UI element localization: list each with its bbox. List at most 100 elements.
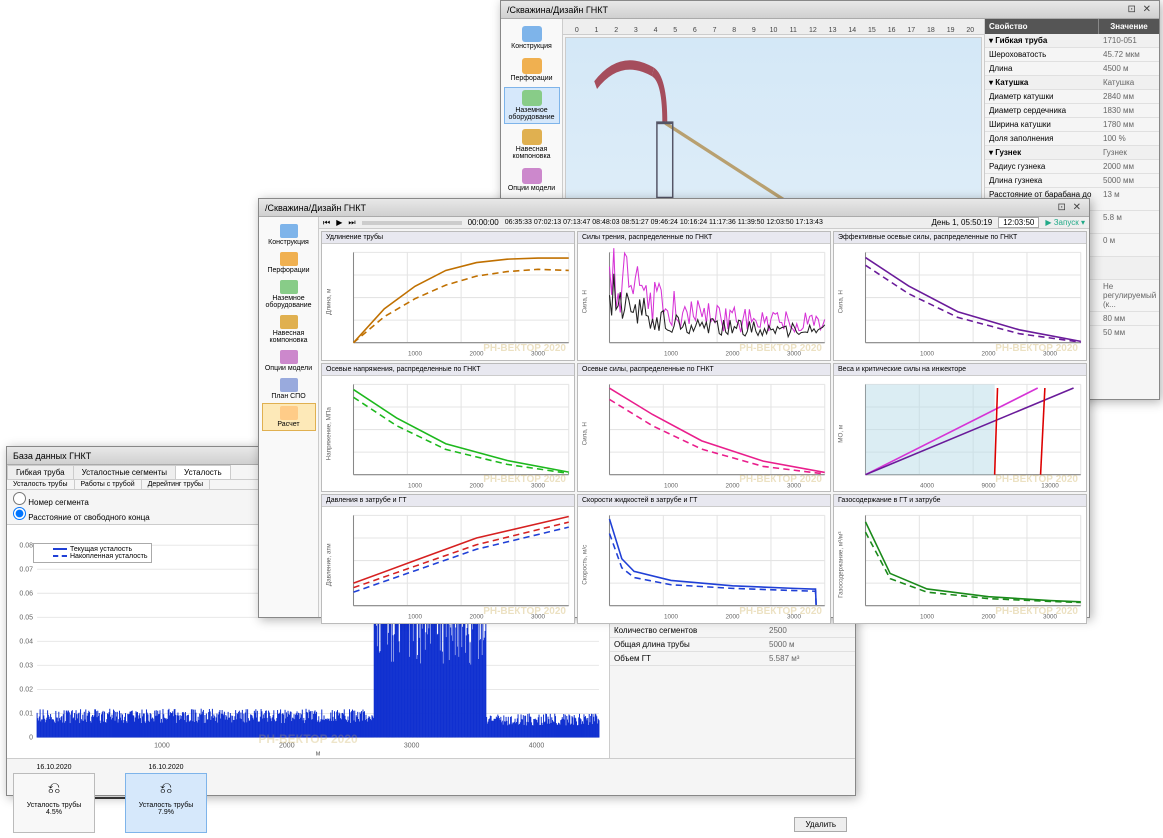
tab[interactable]: Усталость (175, 465, 231, 479)
chart-panel: Осевые напряжения, распределенные по ГНК… (321, 363, 575, 493)
svg-text:1000: 1000 (920, 350, 935, 357)
svg-text:3000: 3000 (531, 350, 546, 357)
sidebar-item[interactable]: Наземное оборудование (504, 87, 560, 124)
property-key: Объем ГТ (610, 652, 765, 665)
sidebar-icon (522, 26, 542, 42)
sidebar-item[interactable]: Перфорации (262, 249, 316, 277)
chart-title: Силы трения, распределенные по ГНКТ (578, 232, 830, 244)
property-key: Длина (985, 62, 1099, 75)
property-value: 80 мм (1099, 312, 1159, 325)
sidebar-label: Опции модели (263, 365, 315, 372)
property-key: Ширина катушки (985, 118, 1099, 131)
property-key: Доля заполнения (985, 132, 1099, 145)
titlebar[interactable]: /Скважина/Дизайн ГНКТ ⊡ ✕ (259, 199, 1089, 217)
chart-title: Скорости жидкостей в затрубе и ГТ (578, 495, 830, 507)
chart-svg: 100020003000Скорость, м/с (578, 507, 830, 623)
window-controls[interactable]: ⊡ ✕ (1127, 4, 1153, 15)
sub-tab[interactable]: Усталость трубы (7, 480, 75, 489)
sub-tab[interactable]: Дерейтинг трубы (142, 480, 210, 489)
time-slider[interactable] (362, 221, 462, 225)
svg-text:Давление, атм: Давление, атм (325, 543, 332, 586)
property-row[interactable]: Доля заполнения100 % (985, 132, 1159, 146)
sidebar-label: Опции модели (505, 185, 559, 192)
svg-text:1000: 1000 (408, 350, 423, 357)
property-row[interactable]: ▾ КатушкаКатушка (985, 76, 1159, 90)
property-key: Диаметр сердечника (985, 104, 1099, 117)
property-row[interactable]: Диаметр катушки2840 мм (985, 90, 1159, 104)
sidebar-icon (522, 168, 542, 184)
sidebar-label: Расчет (263, 421, 315, 428)
sidebar-item[interactable]: Перфорации (504, 55, 560, 85)
window-controls[interactable]: ⊡ ✕ (1057, 202, 1083, 213)
card-value: 7.9% (128, 809, 204, 816)
sidebar-icon (280, 315, 298, 329)
property-value: 45.72 мкм (1099, 48, 1159, 61)
svg-text:3000: 3000 (531, 613, 546, 620)
fatigue-card[interactable]: ⎌Усталость трубы7.9% (125, 773, 207, 833)
delete-button[interactable]: Удалить (794, 817, 847, 832)
sidebar-item[interactable]: Навесная компоновка (262, 312, 316, 347)
svg-text:1000: 1000 (664, 350, 679, 357)
chart-svg: 100020003000Сила, Н (834, 244, 1086, 360)
svg-text:0.07: 0.07 (19, 566, 33, 573)
property-row[interactable]: ▾ ГузнекГузнек (985, 146, 1159, 160)
svg-text:3000: 3000 (531, 482, 546, 489)
svg-text:МО, м: МО, м (837, 424, 844, 442)
window-calculation: /Скважина/Дизайн ГНКТ ⊡ ✕ КонструкцияПер… (258, 198, 1090, 618)
sidebar-item[interactable]: Опции модели (504, 165, 560, 195)
forward-icon[interactable]: ⏭ (348, 218, 355, 228)
property-row[interactable]: ▾ Гибкая труба1710-051 (985, 34, 1159, 48)
time-input[interactable]: 12:03:50 (998, 217, 1039, 228)
property-row[interactable]: Количество сегментов2500 (610, 624, 855, 638)
property-value: 2500 (765, 624, 855, 637)
rewind-icon[interactable]: ⏮ (323, 218, 330, 228)
sidebar-label: План СПО (263, 393, 315, 400)
play-icon[interactable]: ▶ (336, 218, 342, 227)
property-value: 1830 мм (1099, 104, 1159, 117)
property-row[interactable]: Длина4500 м (985, 62, 1159, 76)
property-row[interactable]: Объем ГТ5.587 м³ (610, 652, 855, 666)
property-row[interactable]: Диаметр сердечника1830 мм (985, 104, 1159, 118)
sidebar-label: Перфорации (505, 75, 559, 82)
tab[interactable]: Усталостные сегменты (73, 465, 176, 479)
property-value (1099, 257, 1159, 279)
property-row[interactable]: Ширина катушки1780 мм (985, 118, 1159, 132)
svg-text:2000: 2000 (469, 613, 484, 620)
svg-text:0.04: 0.04 (19, 638, 33, 645)
property-row[interactable]: Радиус гузнека2000 мм (985, 160, 1159, 174)
property-key: Шероховатость (985, 48, 1099, 61)
property-row[interactable]: Общая длина трубы5000 м (610, 638, 855, 652)
sub-tab[interactable]: Работы с трубой (75, 480, 142, 489)
property-value: 50 мм (1099, 326, 1159, 348)
sidebar-item[interactable]: Навесная компоновка (504, 126, 560, 163)
svg-text:13000: 13000 (1041, 482, 1059, 489)
tab[interactable]: Гибкая труба (7, 465, 74, 479)
sidebar-icon (280, 252, 298, 266)
sidebar-icon (280, 406, 298, 420)
titlebar[interactable]: /Скважина/Дизайн ГНКТ ⊡ ✕ (501, 1, 1159, 19)
sidebar-item[interactable]: Наземное оборудование (262, 277, 316, 312)
fatigue-card[interactable]: ⎌Усталость трубы4.5% (13, 773, 95, 833)
property-value: 2840 мм (1099, 90, 1159, 103)
run-button[interactable]: ▶ Запуск ▾ (1045, 218, 1085, 227)
svg-text:0.01: 0.01 (19, 710, 33, 717)
property-row[interactable]: Шероховатость45.72 мкм (985, 48, 1159, 62)
sidebar-item[interactable]: Конструкция (504, 23, 560, 53)
time-start: 00:00:00 (468, 218, 499, 227)
svg-text:0.08: 0.08 (19, 542, 33, 549)
property-key: ▾ Гибкая труба (985, 34, 1099, 47)
chart-svg: 4000900013000МО, м (834, 376, 1086, 492)
sidebar-item[interactable]: План СПО (262, 375, 316, 403)
chart-title: Удлинение трубы (322, 232, 574, 244)
property-row[interactable]: Длина гузнека5000 мм (985, 174, 1159, 188)
sidebar-item[interactable]: Расчет (262, 403, 316, 431)
ruler: 01234567891011121314151617181920 (563, 19, 984, 35)
svg-text:2000: 2000 (981, 350, 996, 357)
radio-input[interactable] (13, 492, 26, 505)
card-date: 16.10.2020 (125, 764, 207, 771)
sidebar-item[interactable]: Конструкция (262, 221, 316, 249)
sidebar-item[interactable]: Опции модели (262, 347, 316, 375)
radio-input[interactable] (13, 507, 26, 520)
property-key: Общая длина трубы (610, 638, 765, 651)
property-value: 5.8 м (1099, 211, 1159, 233)
